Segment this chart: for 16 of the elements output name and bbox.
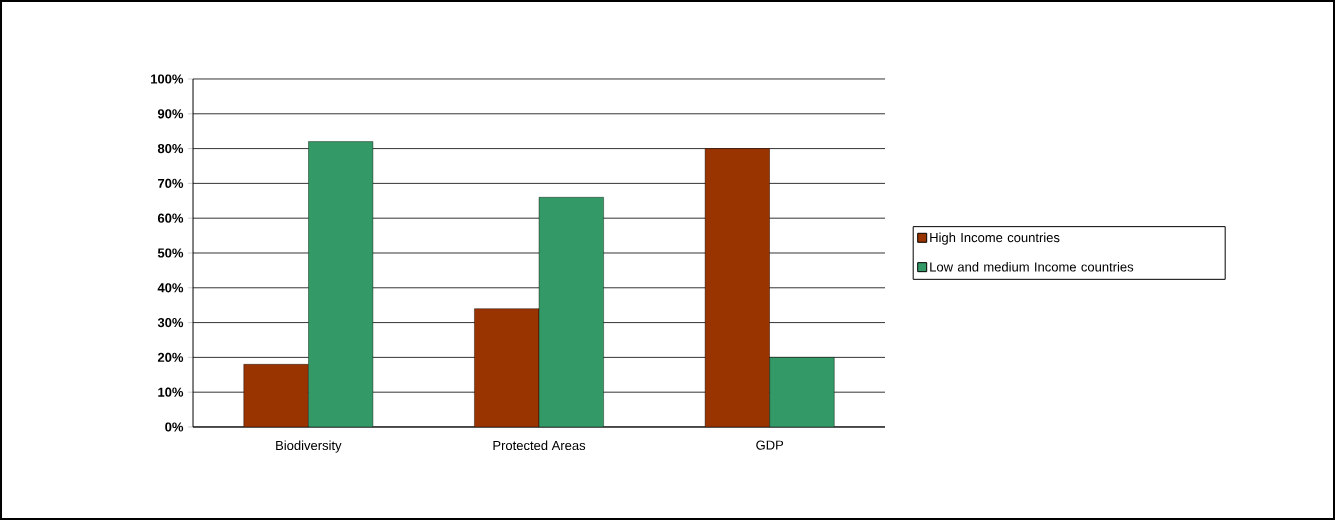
- x-tick-label: Biodiversity: [276, 440, 342, 453]
- y-tick-label: 100%: [151, 74, 184, 84]
- y-tick-label: 90%: [157, 109, 184, 119]
- x-tick-label: Protected Areas: [493, 440, 586, 451]
- y-tick-label: 0%: [165, 422, 184, 432]
- y-tick-label: 20%: [157, 352, 184, 362]
- legend-label: High Income countries: [930, 232, 1060, 245]
- x-tick-label: GDP: [756, 440, 784, 450]
- y-tick-label: 60%: [157, 213, 184, 223]
- y-tick-label: 10%: [158, 387, 184, 397]
- y-tick-label: 50%: [157, 248, 184, 258]
- legend-label: Low and medium Income countries: [930, 261, 1134, 272]
- y-tick-label: 30%: [157, 317, 184, 328]
- y-tick-label: 40%: [157, 283, 184, 293]
- y-tick-label: 70%: [158, 178, 184, 188]
- y-tick-label: 80%: [157, 143, 184, 154]
